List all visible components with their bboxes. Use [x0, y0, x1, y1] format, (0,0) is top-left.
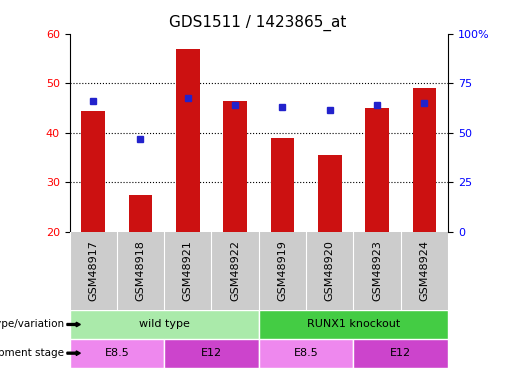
Text: E8.5: E8.5 — [105, 348, 129, 358]
Bar — [365, 108, 389, 232]
Text: E12: E12 — [201, 348, 222, 358]
Text: E8.5: E8.5 — [294, 348, 318, 358]
Bar — [164, 339, 259, 368]
Bar — [70, 310, 259, 339]
Bar — [259, 339, 353, 368]
Text: development stage: development stage — [0, 348, 64, 358]
Bar — [70, 339, 164, 368]
Bar — [224, 100, 247, 232]
Bar — [318, 155, 341, 232]
Text: RUNX1 knockout: RUNX1 knockout — [307, 320, 400, 330]
Text: GSM48924: GSM48924 — [419, 240, 430, 301]
Bar — [176, 49, 200, 232]
Bar — [259, 310, 448, 339]
Text: GSM48921: GSM48921 — [183, 240, 193, 301]
Bar — [353, 339, 448, 368]
Text: E12: E12 — [390, 348, 411, 358]
Text: GSM48923: GSM48923 — [372, 240, 382, 301]
Bar — [129, 195, 152, 232]
Text: GDS1511 / 1423865_at: GDS1511 / 1423865_at — [169, 15, 346, 31]
Bar — [270, 138, 294, 232]
Text: GSM48917: GSM48917 — [88, 240, 98, 301]
Text: GSM48922: GSM48922 — [230, 240, 240, 301]
Bar — [81, 111, 105, 232]
Text: genotype/variation: genotype/variation — [0, 320, 64, 330]
Text: GSM48920: GSM48920 — [325, 240, 335, 301]
Bar — [413, 88, 436, 232]
Text: GSM48918: GSM48918 — [135, 240, 146, 301]
Text: GSM48919: GSM48919 — [278, 240, 287, 301]
Text: wild type: wild type — [139, 320, 190, 330]
